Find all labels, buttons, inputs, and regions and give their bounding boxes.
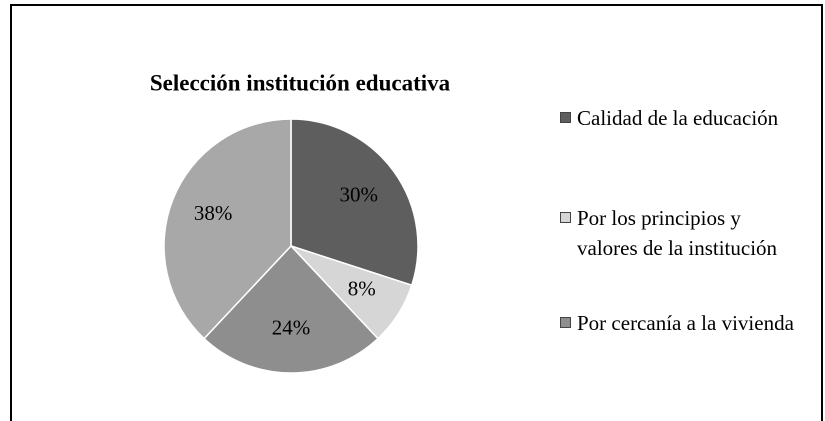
data-label: 38%: [194, 201, 233, 225]
legend-label: Por cercanía a la vivienda: [577, 311, 794, 335]
legend-label: Calidad de la educación: [577, 106, 779, 130]
data-label: 30%: [340, 183, 379, 207]
pie-slice: [290, 118, 419, 287]
legend-swatch: [560, 317, 571, 328]
legend-entry: Por cercanía a la vivienda: [560, 308, 805, 338]
legend-swatch: [560, 212, 571, 223]
legend-entry: Calidad de la educación: [560, 103, 805, 133]
pie-slice: [163, 118, 292, 340]
legend-label: Por los principios y valores de la insti…: [577, 206, 778, 260]
data-label: 8%: [348, 277, 376, 301]
legend-entry: Por los principios y valores de la insti…: [560, 203, 805, 263]
pie-slice: [203, 244, 379, 374]
data-label: 24%: [272, 316, 311, 340]
chart-title: Selección institución educativa: [150, 70, 451, 95]
legend-swatch: [560, 112, 571, 123]
frame: [10, 4, 823, 421]
